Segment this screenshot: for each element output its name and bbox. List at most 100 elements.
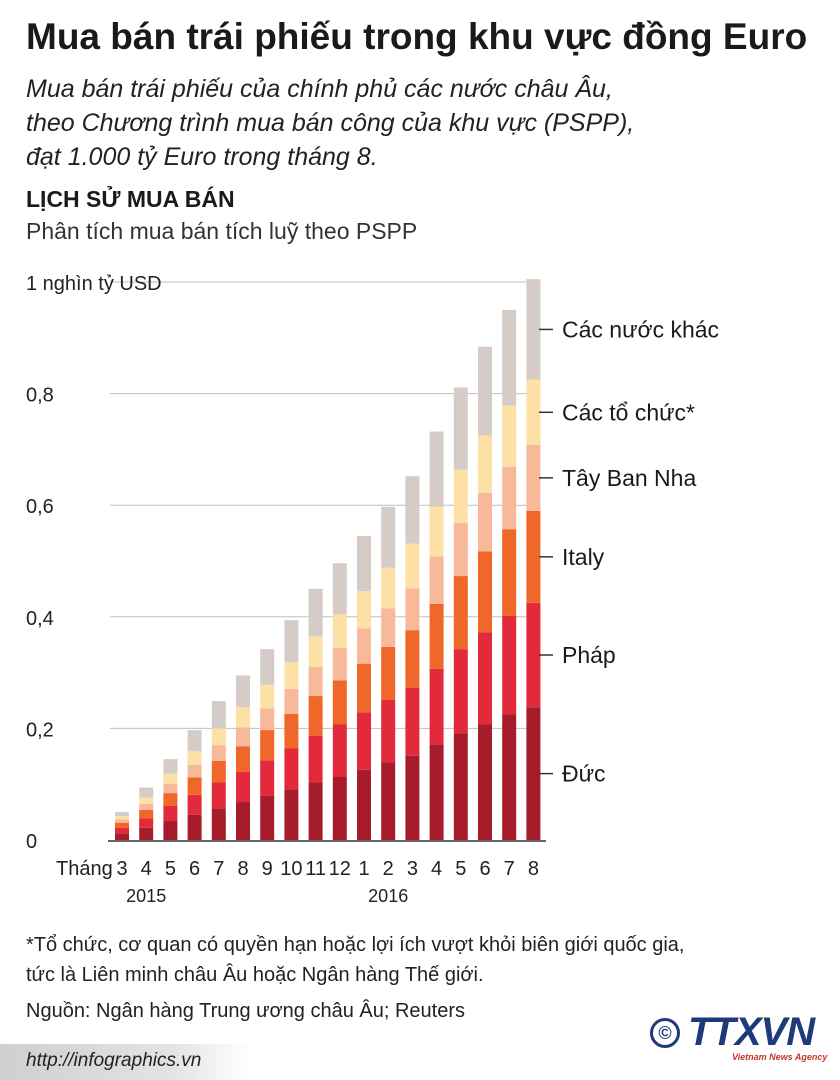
copyright-icon: © [650,1018,680,1048]
x-tick-label: 10 [280,858,302,880]
x-tick-label: 4 [141,858,152,880]
x-tick-label: 2 [383,858,394,880]
bar-segment-1 [381,699,396,763]
page-subtitle: Mua bán trái phiếu của chính phủ các nướ… [26,72,816,174]
bar-segment-4 [187,751,202,765]
x-tick-label: 3 [116,858,127,880]
bar-segment-5 [163,759,178,774]
footnote-line: *Tổ chức, cơ quan có quyền hạn hoặc lợi … [26,934,685,956]
bar-segment-0 [187,814,202,840]
x-tick-label: 9 [262,858,273,880]
bar-segment-4 [163,773,178,784]
footer-band [0,1044,250,1080]
bar-segment-3 [332,648,347,681]
bar-segment-5 [211,701,226,729]
bar-segment-1 [308,735,323,783]
bar-segment-0 [332,776,347,840]
bar-segment-1 [357,712,371,770]
bar-segment-0 [163,821,178,840]
bar-segment-1 [163,805,178,822]
bar-segment-0 [260,795,275,840]
bar-segment-5 [332,563,347,615]
x-year-label: 2016 [368,886,408,906]
x-tick-label: 8 [528,858,539,880]
bar-segment-0 [405,755,420,840]
page-title: Mua bán trái phiếu trong khu vực đồng Eu… [26,16,808,57]
bar-segment-3 [236,727,250,747]
bar-segment-1 [260,760,275,796]
x-tick-label: 5 [455,858,466,880]
series-label: Tây Ban Nha [562,465,696,491]
bar-segment-4 [381,567,396,609]
bar-segment-4 [115,816,129,820]
bar-segment-4 [429,506,444,557]
bar-segment-5 [502,309,517,406]
bar-segment-0 [139,827,154,840]
y-tick-label: 0,2 [26,719,54,741]
bar-segment-2 [236,746,250,772]
bar-segment-2 [284,713,299,749]
bar-segment-5 [526,279,541,380]
bar-segment-3 [502,466,517,530]
bar-segment-0 [429,744,444,840]
bar-segment-3 [429,556,444,604]
bar-segment-1 [405,687,420,756]
bar-segment-3 [260,708,275,731]
bar-segment-4 [453,469,468,524]
y-tick-label: 0,6 [26,496,54,518]
brand-logo: TTXVN [688,1010,815,1054]
bar-segment-3 [211,745,226,761]
bar-segment-5 [381,506,396,568]
bar-segment-0 [502,714,517,840]
bar-segment-4 [236,707,250,728]
series-label: Các nước khác [562,316,719,342]
section-title: LỊCH SỬ MUA BÁN [26,186,235,212]
series-label: Italy [562,544,605,570]
bar-segment-3 [187,764,202,778]
bar-segment-4 [357,591,371,629]
bar-segment-2 [163,793,178,806]
bar-segment-2 [502,529,517,616]
y-tick-label: 1 nghìn tỷ USD [26,273,162,295]
x-tick-label: 7 [213,858,224,880]
bar-segment-4 [139,797,154,804]
bar-segment-1 [139,818,154,828]
bar-segment-0 [478,724,492,840]
subtitle-line: theo Chương trình mua bán công của khu v… [26,109,635,137]
bar-segment-3 [453,523,468,577]
footer-url-link[interactable]: http://infographics.vn [26,1050,202,1071]
bar-segment-0 [308,782,323,840]
bar-segment-1 [526,602,541,708]
bar-segment-3 [284,688,299,714]
bar-segment-3 [526,444,541,511]
subtitle-line: đạt 1.000 tỷ Euro trong tháng 8. [26,143,378,171]
bar-segment-5 [429,431,444,507]
series-label: Các tổ chức* [562,399,695,425]
bar-segment-1 [332,724,347,777]
bar-segment-4 [284,661,299,689]
footnote: *Tổ chức, cơ quan có quyền hạn hoặc lợi … [26,930,826,990]
bar-segment-4 [478,435,492,493]
x-tick-label: 5 [165,858,176,880]
x-year-label: 2015 [126,886,166,906]
bar-segment-2 [405,630,420,688]
bar-segment-4 [332,614,347,649]
bar-segment-0 [236,802,250,840]
footnote-line: tức là Liên minh châu Âu hoặc Ngân hàng … [26,964,484,986]
x-tick-label: 8 [237,858,248,880]
bar-segment-2 [453,576,468,650]
y-tick-label: 0,8 [26,385,54,407]
bar-segment-3 [139,803,154,810]
y-tick-label: 0,4 [26,608,54,630]
bar-segment-0 [284,789,299,840]
brand-subtitle: Vietnam News Agency [732,1052,828,1062]
y-tick-label: 0 [26,831,37,853]
bar-segment-1 [284,748,299,790]
bar-segment-1 [236,771,250,803]
bar-segment-5 [260,649,275,685]
x-tick-label: 12 [329,858,351,880]
series-label: Pháp [562,642,616,668]
subtitle-line: Mua bán trái phiếu của chính phủ các nướ… [26,75,613,103]
bar-segment-2 [429,603,444,669]
